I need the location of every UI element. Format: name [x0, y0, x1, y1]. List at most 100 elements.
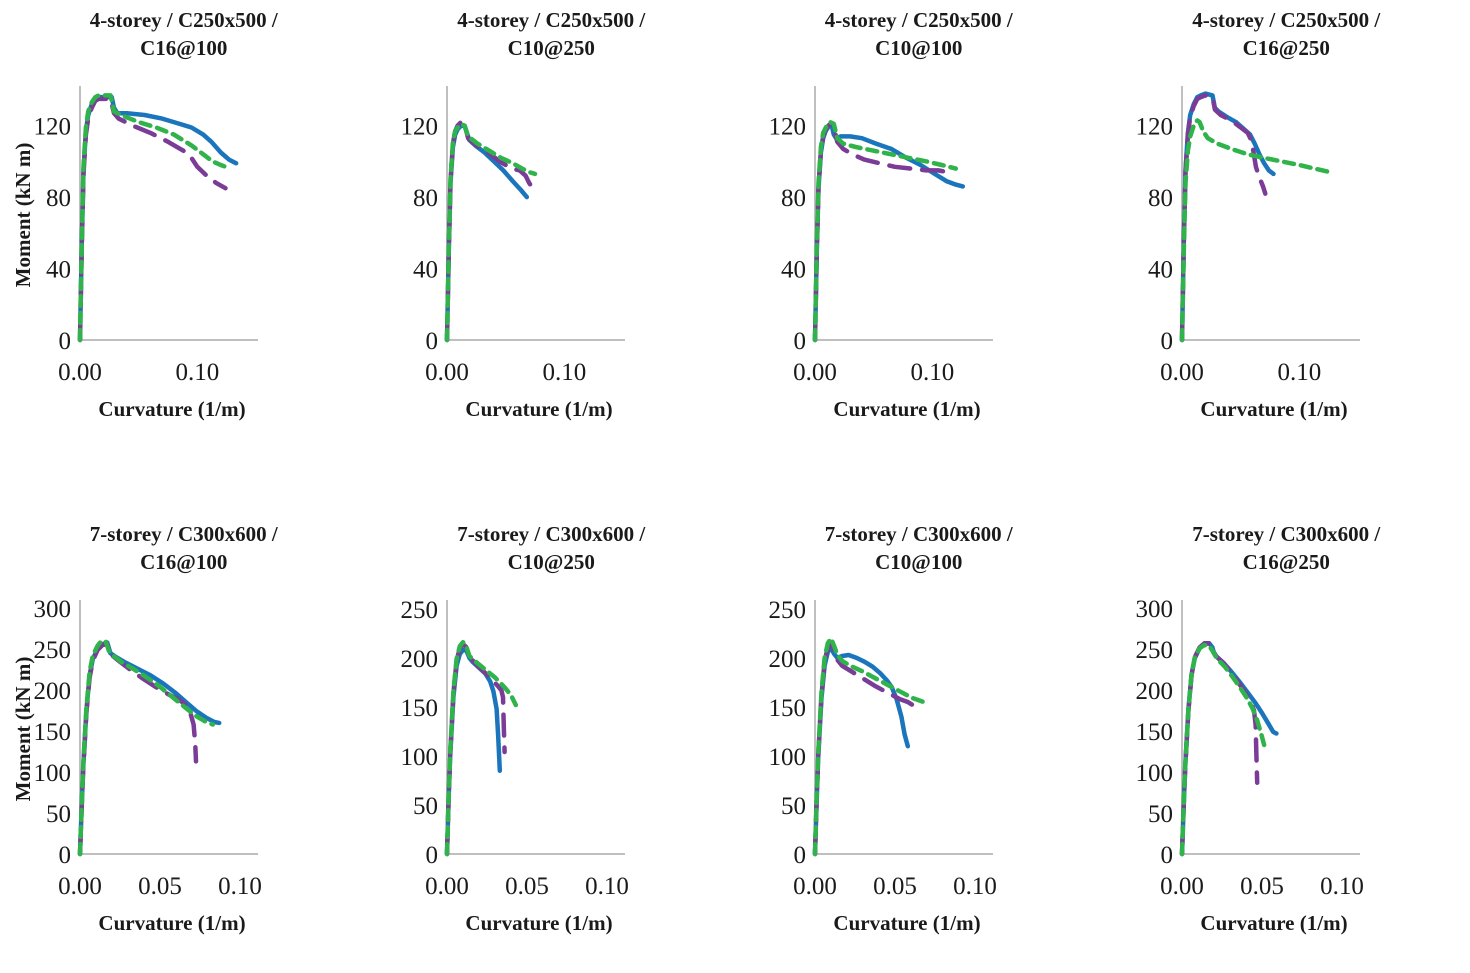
y-tick-label: 40 [1148, 257, 1173, 284]
chart-body: 0 40 80 120 0.00 0.10 Curvature (1/m) Moment (k… [14, 80, 354, 432]
y-tick-label: 40 [413, 257, 438, 284]
y-tick-label: 250 [33, 637, 71, 664]
chart-body: 0 40 80 120 0.00 0.10 Curvature (1/m) [381, 80, 721, 432]
y-tick-label: 0 [426, 842, 439, 869]
chart-title-line1: 7-storey / C300x600 / [89, 522, 278, 546]
y-tick-label: 50 [46, 801, 71, 828]
y-tick-label: 0 [793, 328, 806, 355]
chart-title: 4-storey / C250x500 / C16@250 [1192, 6, 1380, 62]
chart-title-line1: 4-storey / C250x500 / [89, 8, 278, 32]
series-solid-blue [77, 94, 239, 343]
chart-body: 0 50 100 150 200 250 0.00 0.05 0.10 Curvature (1/… [381, 594, 721, 946]
x-tick-label: 0.00 [425, 873, 469, 900]
chart-panel-4storey-c10-250: 4-storey / C250x500 / C10@250 0 40 80 120 0.… [368, 0, 736, 478]
y-tick-label: 150 [768, 695, 806, 722]
x-axis-title: Curvature (1/m) [1201, 397, 1348, 421]
y-tick-label: 100 [1136, 760, 1174, 787]
y-tick-label: 150 [33, 719, 71, 746]
y-tick-label: 40 [46, 257, 71, 284]
y-tick-label: 50 [781, 793, 806, 820]
series-long-dash-purple [1180, 93, 1268, 343]
x-tick-label: 0.00 [425, 359, 469, 386]
chart-title-line2: C16@100 [140, 550, 228, 574]
y-tick-label: 150 [401, 695, 439, 722]
chart-title-line1: 7-storey / C300x600 / [457, 522, 646, 546]
series-solid-blue [812, 121, 965, 343]
chart-body: 0 40 80 120 0.00 0.10 Curvature (1/m) [1116, 80, 1456, 432]
chart-title-line2: C10@100 [875, 550, 963, 574]
x-tick-label: 0.10 [175, 359, 219, 386]
series-short-dash-green [812, 636, 926, 857]
chart-panel-7storey-c10-100: 7-storey / C300x600 / C10@100 0 50 100 150 2… [735, 478, 1103, 973]
x-tick-label: 0.10 [910, 359, 954, 386]
chart-title-line1: 4-storey / C250x500 / [824, 8, 1013, 32]
y-tick-label: 200 [33, 678, 71, 705]
series-short-dash-green [1180, 642, 1268, 857]
plot-4storey-c10-100: 0 40 80 120 0.00 0.10 Curvature (1/m) [768, 86, 993, 421]
y-tick-label: 300 [33, 596, 71, 623]
plot-4storey-c16-100: 0 40 80 120 0.00 0.10 Curvature (1/m) Moment (k… [14, 86, 258, 421]
y-tick-label: 80 [781, 185, 806, 212]
chart-panel-4storey-c10-100: 4-storey / C250x500 / C10@100 0 40 80 120 0.… [735, 0, 1103, 478]
x-tick-label: 0.10 [1320, 873, 1364, 900]
x-axis-title: Curvature (1/m) [98, 911, 245, 935]
y-tick-label: 0 [426, 328, 439, 355]
y-tick-label: 0 [58, 328, 71, 355]
y-tick-label: 250 [768, 597, 806, 624]
x-axis-title: Curvature (1/m) [833, 397, 980, 421]
chart-title: 7-storey / C300x600 / C10@250 [457, 520, 645, 576]
y-tick-label: 120 [768, 114, 806, 141]
series-short-dash-green [77, 93, 233, 343]
y-tick-label: 80 [46, 185, 71, 212]
series-solid-blue [812, 645, 910, 857]
y-tick-label: 100 [768, 744, 806, 771]
plot-7storey-c16-250: 0 50 100 150 200 250 300 0.00 0.05 0.10 Curvature … [1136, 596, 1364, 935]
x-tick-label: 0.05 [873, 873, 917, 900]
x-tick-label: 0.10 [953, 873, 997, 900]
chart-body: 0 50 100 150 200 250 0.00 0.05 0.10 Curvature (1/… [749, 594, 1089, 946]
x-axis-title: Curvature (1/m) [1201, 911, 1348, 935]
chart-title: 7-storey / C300x600 / C16@250 [1192, 520, 1380, 576]
series-long-dash-purple [812, 121, 950, 343]
series-short-dash-green [812, 119, 958, 343]
x-tick-label: 0.05 [1240, 873, 1284, 900]
chart-title-line2: C10@100 [875, 36, 963, 60]
y-tick-label: 200 [1136, 678, 1174, 705]
y-tick-label: 120 [1136, 114, 1174, 141]
chart-panel-7storey-c10-250: 7-storey / C300x600 / C10@250 0 50 100 150 2… [368, 478, 736, 973]
x-tick-label: 0.10 [218, 873, 262, 900]
x-tick-label: 0.05 [138, 873, 182, 900]
series-long-dash-purple [77, 641, 198, 857]
chart-title-line2: C16@250 [1242, 550, 1330, 574]
plot-7storey-c10-100: 0 50 100 150 200 250 0.00 0.05 0.10 Curvature (1/… [768, 597, 997, 935]
series-long-dash-purple [445, 119, 534, 343]
x-axis-title: Curvature (1/m) [833, 911, 980, 935]
y-tick-label: 100 [401, 744, 439, 771]
chart-title-line2: C16@250 [1242, 36, 1330, 60]
y-axis-title: Moment (kN m) [14, 143, 35, 288]
chart-body: 0 40 80 120 0.00 0.10 Curvature (1/m) [749, 80, 1089, 432]
x-tick-label: 0.00 [793, 873, 837, 900]
x-tick-label: 0.00 [793, 359, 837, 386]
chart-title: 7-storey / C300x600 / C10@100 [825, 520, 1013, 576]
chart-panel-4storey-c16-250: 4-storey / C250x500 / C16@250 0 40 80 120 0.… [1103, 0, 1470, 478]
chart-title: 4-storey / C250x500 / C16@100 [90, 6, 278, 62]
x-tick-label: 0.00 [58, 359, 102, 386]
x-tick-label: 0.10 [585, 873, 629, 900]
y-tick-label: 0 [58, 842, 71, 869]
y-tick-label: 50 [1148, 801, 1173, 828]
chart-title-line2: C16@100 [140, 36, 228, 60]
y-tick-label: 150 [1136, 719, 1174, 746]
series-solid-blue [1180, 91, 1276, 343]
y-tick-label: 120 [401, 114, 439, 141]
y-tick-label: 300 [1136, 596, 1174, 623]
series-short-dash-green [445, 121, 538, 343]
series-solid-blue [445, 123, 530, 343]
chart-title-line2: C10@250 [507, 36, 595, 60]
y-tick-label: 250 [401, 597, 439, 624]
series-short-dash-green [1180, 118, 1333, 343]
x-tick-label: 0.00 [1160, 359, 1204, 386]
y-tick-label: 100 [33, 760, 71, 787]
chart-body: 0 50 100 150 200 250 300 0.00 0.05 0.10 Curvature … [1116, 594, 1456, 946]
y-tick-label: 50 [413, 793, 438, 820]
